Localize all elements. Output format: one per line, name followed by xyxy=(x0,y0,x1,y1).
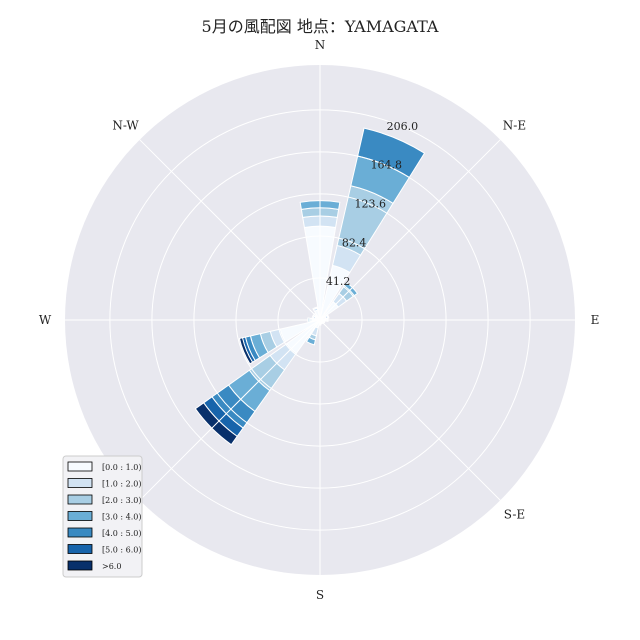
radial-tick-label-0: 41.2 xyxy=(326,275,351,288)
grid-spoke-7 xyxy=(139,139,321,321)
legend-swatch-0 xyxy=(67,461,93,472)
wind-sector-ene-bin-2 xyxy=(326,314,330,319)
direction-label-w: W xyxy=(39,313,52,327)
legend-swatch-4 xyxy=(67,527,93,538)
legend-swatch-3 xyxy=(67,511,93,521)
legend-label-5: [5.0 : 6.0) xyxy=(102,546,141,555)
legend-swatch-1 xyxy=(67,478,93,488)
direction-label-s: S xyxy=(316,588,324,602)
direction-label-n-e: N-E xyxy=(503,119,526,133)
radial-tick-labels: 41.2 82.4 123.6 164.8 206.0 xyxy=(326,120,418,288)
wind-sector-wsw-bin-6 xyxy=(238,337,254,365)
radial-tick-label-3: 164.8 xyxy=(371,159,403,172)
direction-label-n-w: N-W xyxy=(112,119,139,133)
radial-tick-label-2: 123.6 xyxy=(354,198,386,211)
wind-sector-nnw-bin-2 xyxy=(312,306,318,311)
direction-label-n: N xyxy=(315,38,326,52)
wind-sector-ssw-bin-3 xyxy=(305,336,317,346)
legend-label-2: [2.0 : 3.0) xyxy=(102,496,141,505)
legend-swatch-5 xyxy=(67,544,93,554)
direction-label-e: E xyxy=(591,313,600,327)
legend-swatch-6 xyxy=(67,560,93,571)
legend-swatch-2 xyxy=(67,494,93,505)
legend-label-3: [3.0 : 4.0) xyxy=(102,513,141,522)
grid-spoke-1 xyxy=(319,139,501,321)
radial-tick-label-4: 206.0 xyxy=(387,120,419,133)
legend-label-0: [0.0 : 1.0) xyxy=(102,463,141,472)
chart-title: 5月の風配図 地点：YAMAGATA xyxy=(202,17,439,36)
legend: [0.0 : 1.0) [1.0 : 2.0) [2.0 : 3.0) [3.0 : … xyxy=(62,455,143,578)
direction-label-s-e: S-E xyxy=(504,507,525,521)
grid-spoke-3 xyxy=(319,319,501,501)
legend-label-1: [1.0 : 2.0) xyxy=(102,480,141,489)
grid-layer xyxy=(65,65,575,575)
legend-label-4: [4.0 : 5.0) xyxy=(102,529,141,538)
grid-spoke-5 xyxy=(139,319,321,501)
legend-label-6: >6.0 xyxy=(102,562,121,571)
radial-tick-label-1: 82.4 xyxy=(342,236,367,249)
